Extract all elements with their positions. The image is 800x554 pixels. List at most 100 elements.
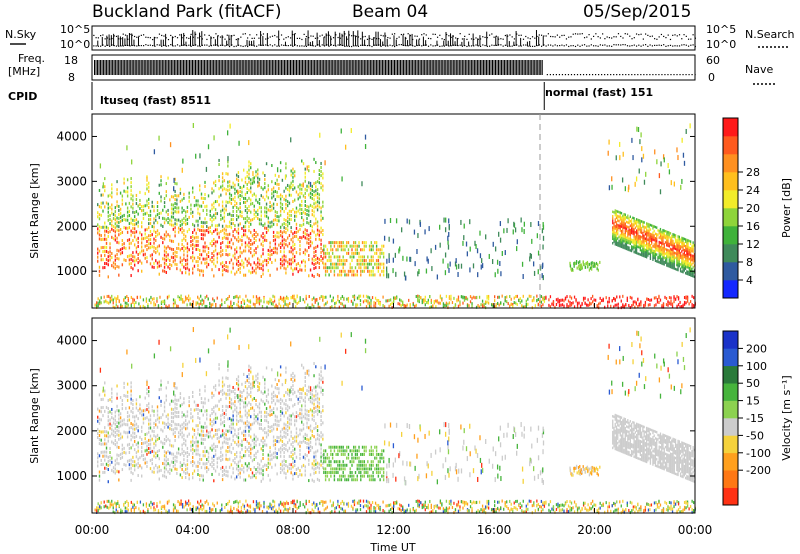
power-cell <box>656 260 657 263</box>
power-cell <box>664 256 665 259</box>
power-cell <box>120 248 121 251</box>
power-cell <box>671 251 672 254</box>
power-cell <box>287 188 288 191</box>
power-cell <box>285 259 286 262</box>
power-cell <box>174 190 175 193</box>
cpid-label: CPID <box>8 90 37 103</box>
power-cell <box>649 239 650 242</box>
power-cell <box>381 252 382 255</box>
power-cell <box>623 240 624 243</box>
power-cell <box>128 304 129 307</box>
nsearch-dot <box>229 39 230 40</box>
power-cell <box>262 240 263 243</box>
power-cell <box>189 303 190 306</box>
power-cell <box>652 245 653 248</box>
power-cell <box>275 259 276 262</box>
power-cell <box>195 154 196 159</box>
power-cell <box>178 206 179 209</box>
velocity-cell <box>108 500 109 503</box>
power-cell <box>227 201 228 204</box>
power-cell <box>296 215 297 218</box>
power-cell <box>677 258 678 261</box>
power-cell <box>150 246 151 249</box>
power-cell <box>470 295 471 298</box>
power-cell <box>381 248 382 251</box>
nsearch-dot <box>179 34 180 35</box>
power-cell <box>612 233 613 236</box>
power-cell <box>659 173 660 178</box>
power-cell <box>169 219 170 222</box>
power-cell <box>289 214 290 217</box>
power-cell <box>213 242 214 245</box>
power-cell <box>199 269 200 272</box>
power-cell <box>344 259 345 262</box>
power-cell <box>557 300 558 303</box>
nsky-dot <box>157 44 158 45</box>
power-cell <box>210 230 211 233</box>
power-cell <box>673 297 674 300</box>
power-cell <box>257 297 258 300</box>
power-cell <box>369 259 370 262</box>
power-cell <box>692 266 693 269</box>
power-cell <box>173 248 174 251</box>
nsearch-dot <box>611 37 612 38</box>
power-cell <box>538 251 539 256</box>
power-cell <box>641 220 642 223</box>
power-cell <box>636 225 637 228</box>
power-cell <box>503 228 504 233</box>
power-cell <box>638 242 639 245</box>
power-cell <box>657 245 658 248</box>
power-cell <box>130 274 131 277</box>
power-cell <box>527 298 528 301</box>
power-cell <box>186 303 187 306</box>
power-cell <box>603 298 604 301</box>
power-cell <box>417 297 418 300</box>
nsky-dot <box>186 45 187 46</box>
power-cell <box>253 303 254 306</box>
power-cell <box>137 253 138 256</box>
power-cell <box>320 227 321 230</box>
power-cell <box>136 230 137 233</box>
power-cell <box>574 296 575 299</box>
power-cell <box>187 262 188 265</box>
power-cell <box>169 235 170 238</box>
power-cell <box>241 215 242 218</box>
power-cell <box>143 298 144 301</box>
power-cell <box>171 211 172 214</box>
power-cell <box>351 273 352 276</box>
power-cell <box>312 262 313 265</box>
power-cell <box>404 272 405 277</box>
power-cell <box>627 232 628 235</box>
power-cell <box>273 223 274 226</box>
power-cell <box>174 251 175 254</box>
power-cell <box>185 215 186 218</box>
power-cell <box>664 261 665 264</box>
power-cell <box>646 245 647 248</box>
power-cell <box>679 247 680 250</box>
power-cell <box>97 252 98 255</box>
nsky-dot <box>568 46 569 47</box>
power-cell <box>392 268 393 273</box>
power-cell <box>231 202 232 205</box>
power-cell <box>676 248 677 251</box>
nsearch-dot <box>441 38 442 39</box>
nsky-dot <box>161 46 162 47</box>
power-cell <box>177 305 178 308</box>
power-cell <box>266 259 267 262</box>
power-cell <box>203 245 204 248</box>
power-cell <box>213 214 214 217</box>
power-cell <box>649 223 650 226</box>
power-cell <box>370 302 371 305</box>
power-cell <box>638 219 639 222</box>
power-cell <box>494 295 495 298</box>
power-cell <box>148 242 149 245</box>
nsky-dot <box>469 45 470 46</box>
power-cell <box>243 201 244 204</box>
power-cell <box>254 180 255 183</box>
power-cell <box>381 245 382 248</box>
power-cell <box>132 255 133 258</box>
power-cell <box>245 197 246 200</box>
power-cell <box>538 269 539 274</box>
power-cell <box>376 259 377 262</box>
power-cell <box>296 207 297 210</box>
